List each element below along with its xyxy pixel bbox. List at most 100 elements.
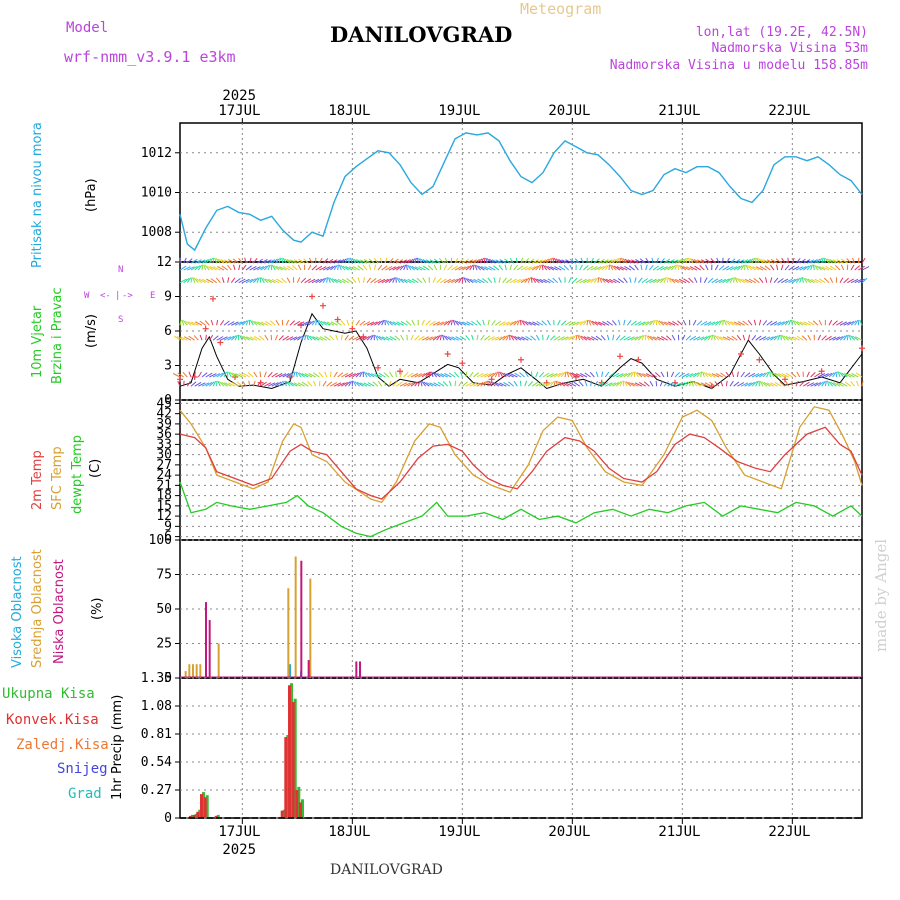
wind-barb [271, 382, 279, 387]
wind-barb [689, 335, 697, 341]
wind-tick-label: 3 [164, 359, 172, 374]
wind-barb [436, 277, 442, 284]
wind-barb [589, 371, 595, 378]
wind-barb [300, 277, 307, 284]
wind-barb [803, 321, 811, 326]
wind-barb [828, 336, 837, 341]
wind-barb [370, 334, 374, 341]
wind-barb [567, 371, 573, 378]
wind-barb [432, 277, 437, 283]
wind-barb [443, 264, 448, 271]
wind-barb [799, 381, 805, 387]
wind-barb [655, 319, 658, 326]
wind-barb [561, 336, 569, 341]
wind-barb [308, 373, 316, 378]
temp-tick-label: 30 [156, 448, 172, 463]
wind-barb [840, 264, 845, 271]
wind-barb [506, 278, 513, 284]
wind-barb [262, 277, 269, 284]
wind-barb [487, 277, 493, 284]
wind-barb [275, 373, 283, 378]
wind-barb [553, 380, 556, 387]
wind-barb [275, 381, 282, 387]
precip-tick-label: 1.35 [141, 671, 172, 686]
wind-barb [714, 264, 719, 271]
wind-barb [703, 277, 708, 283]
wind-barb [462, 258, 469, 264]
wind-barb [825, 372, 833, 378]
wind-barb [711, 321, 719, 326]
wind-barb [685, 257, 689, 264]
wind-barb [558, 259, 566, 264]
wind-barb [748, 381, 755, 387]
wind-barb [670, 264, 676, 271]
wind-barb [609, 278, 617, 284]
wind-barb [520, 278, 528, 284]
wind-barb [455, 336, 463, 341]
wind-barb [368, 264, 372, 271]
wind-barb [531, 381, 539, 387]
wind-barb [186, 258, 193, 264]
wind-barb [238, 257, 243, 264]
wind-barb [825, 266, 833, 271]
wind-barb [595, 371, 599, 378]
wind-barb [420, 380, 423, 387]
wind-barb [656, 257, 659, 264]
wind-barb [206, 265, 214, 271]
wind-barb [389, 335, 397, 341]
wind-barb [296, 371, 302, 378]
wind-barb [366, 321, 375, 326]
wind-barb [503, 372, 511, 378]
wind-barb [370, 373, 379, 378]
wind-gust-marker [210, 295, 216, 302]
wind-barb [847, 321, 855, 326]
wind-barb [241, 320, 248, 326]
wind-barb [490, 381, 496, 387]
precip-bar-konvekkisa [299, 802, 302, 818]
precip-bar-konvekkisa [280, 810, 284, 818]
pressure-tick-label: 1010 [141, 186, 172, 201]
wind-barb [674, 382, 683, 387]
wind-barb [271, 278, 280, 284]
wind-barb [206, 278, 214, 284]
wind-barb [245, 319, 249, 326]
wind-barb [344, 334, 349, 341]
wind-barb [729, 266, 738, 271]
wind-barb [713, 334, 716, 341]
wind-barb [630, 320, 637, 326]
wind-barb [456, 320, 463, 326]
bottom-day-label: 22JUL [768, 824, 810, 840]
wind-barb [287, 265, 294, 271]
wind-barb [421, 336, 430, 341]
wind-barb [227, 382, 236, 387]
wind-barb [463, 277, 467, 283]
wind-barb [762, 371, 768, 378]
wind-barb [857, 319, 860, 326]
wind-barb [671, 278, 679, 284]
wind-barb [615, 381, 622, 387]
wind-barb [542, 264, 548, 271]
wind-barb [766, 371, 770, 378]
wind-barb [803, 381, 810, 387]
wind-barb [270, 264, 273, 271]
wind-barb [199, 320, 206, 326]
wind-barb [373, 264, 377, 271]
wind-barb [275, 319, 280, 326]
wind-barb [486, 258, 493, 264]
wind-barb [678, 258, 685, 264]
wind-barb [587, 336, 595, 341]
wind-barb [564, 336, 572, 341]
wind-barb [565, 259, 573, 264]
wind-barb [399, 371, 403, 378]
wind-barb [425, 371, 430, 378]
wind-barb [561, 259, 569, 264]
wind-barb [799, 258, 806, 264]
wind-barb [183, 336, 192, 341]
wind-barb [185, 320, 192, 326]
wind-barb [260, 321, 269, 326]
wind-barb [278, 335, 284, 341]
model-label: Model [66, 20, 109, 36]
wind-barb [520, 265, 528, 271]
wind-barb [229, 372, 236, 378]
wind-barb [304, 321, 312, 326]
